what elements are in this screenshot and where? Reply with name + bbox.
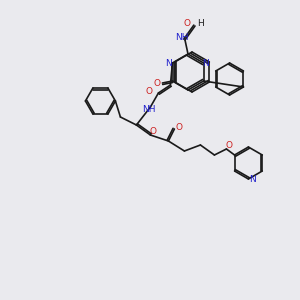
Text: NH: NH	[175, 34, 189, 43]
Text: N: N	[249, 175, 256, 184]
Text: O: O	[154, 79, 161, 88]
Text: O: O	[176, 122, 183, 131]
Text: O: O	[184, 19, 190, 28]
Text: N: N	[165, 58, 172, 68]
Text: O: O	[150, 127, 157, 136]
Text: O: O	[226, 142, 233, 151]
Text: O: O	[146, 86, 153, 95]
Text: NH: NH	[142, 106, 155, 115]
Text: N: N	[202, 58, 209, 68]
Text: H: H	[196, 20, 203, 28]
